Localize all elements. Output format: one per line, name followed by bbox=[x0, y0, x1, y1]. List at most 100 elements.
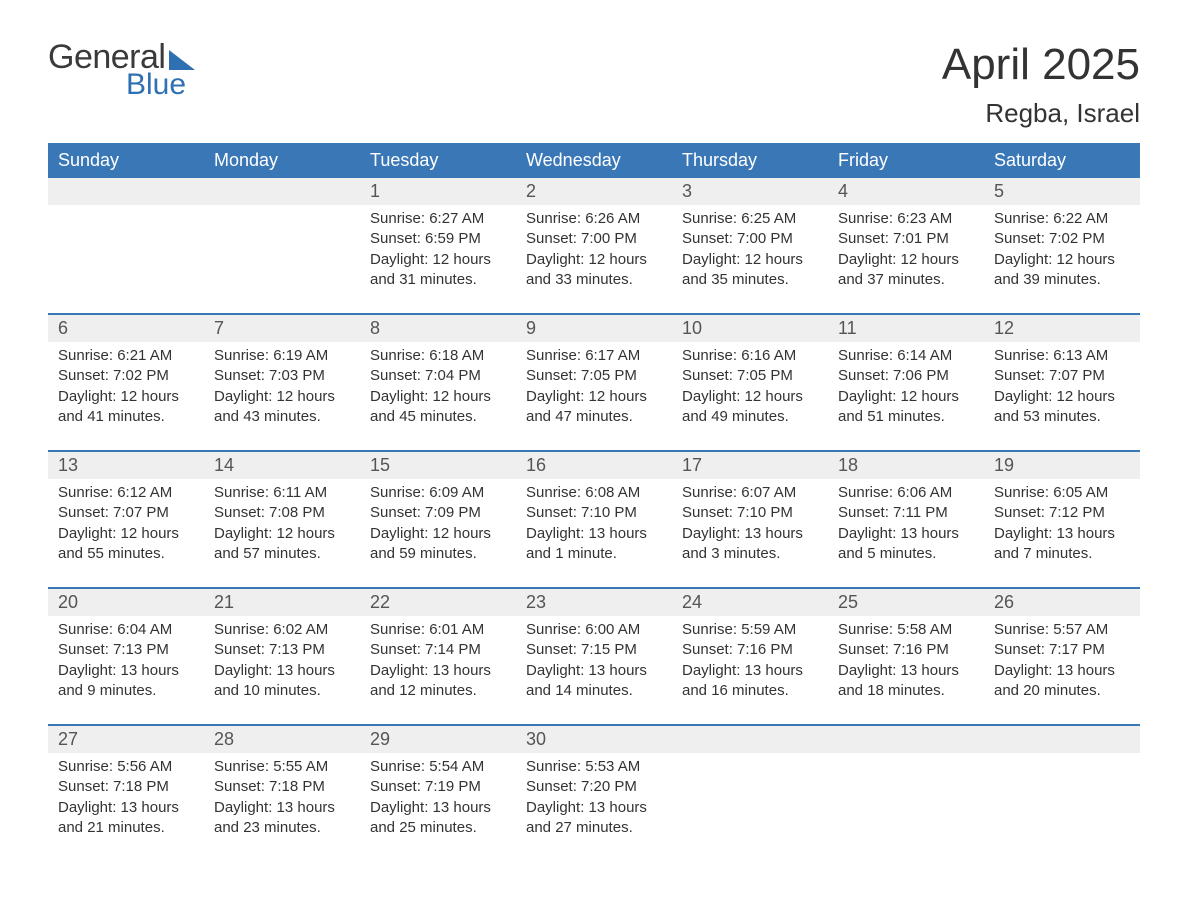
day-number: 12 bbox=[984, 315, 1140, 342]
weekday-sunday: Sunday bbox=[48, 143, 204, 178]
sunrise-text: Sunrise: 6:26 AM bbox=[526, 209, 662, 229]
sunset-text: Sunset: 7:07 PM bbox=[994, 366, 1130, 386]
daylight-text: Daylight: 12 hours and 43 minutes. bbox=[214, 387, 350, 428]
title-block: April 2025 Regba, Israel bbox=[942, 40, 1140, 129]
day-cell: Sunrise: 6:17 AMSunset: 7:05 PMDaylight:… bbox=[516, 342, 672, 450]
sunrise-text: Sunrise: 5:53 AM bbox=[526, 757, 662, 777]
daylight-text: Daylight: 12 hours and 59 minutes. bbox=[370, 524, 506, 565]
day-cell bbox=[204, 205, 360, 313]
sunrise-text: Sunrise: 6:22 AM bbox=[994, 209, 1130, 229]
day-number: 1 bbox=[360, 178, 516, 205]
sunrise-text: Sunrise: 6:12 AM bbox=[58, 483, 194, 503]
day-cell bbox=[828, 753, 984, 861]
sunset-text: Sunset: 7:19 PM bbox=[370, 777, 506, 797]
sunrise-text: Sunrise: 6:23 AM bbox=[838, 209, 974, 229]
daylight-text: Daylight: 13 hours and 9 minutes. bbox=[58, 661, 194, 702]
day-cell: Sunrise: 5:59 AMSunset: 7:16 PMDaylight:… bbox=[672, 616, 828, 724]
sunrise-text: Sunrise: 6:27 AM bbox=[370, 209, 506, 229]
sunrise-text: Sunrise: 6:13 AM bbox=[994, 346, 1130, 366]
sunset-text: Sunset: 7:00 PM bbox=[526, 229, 662, 249]
day-number: 20 bbox=[48, 589, 204, 616]
daynum-row: 6789101112 bbox=[48, 313, 1140, 342]
day-cell: Sunrise: 6:04 AMSunset: 7:13 PMDaylight:… bbox=[48, 616, 204, 724]
daylight-text: Daylight: 12 hours and 41 minutes. bbox=[58, 387, 194, 428]
weekday-header-row: SundayMondayTuesdayWednesdayThursdayFrid… bbox=[48, 143, 1140, 178]
weekday-thursday: Thursday bbox=[672, 143, 828, 178]
sunrise-text: Sunrise: 6:19 AM bbox=[214, 346, 350, 366]
day-cell: Sunrise: 6:25 AMSunset: 7:00 PMDaylight:… bbox=[672, 205, 828, 313]
day-number bbox=[672, 726, 828, 753]
day-cell: Sunrise: 5:53 AMSunset: 7:20 PMDaylight:… bbox=[516, 753, 672, 861]
day-cell: Sunrise: 6:05 AMSunset: 7:12 PMDaylight:… bbox=[984, 479, 1140, 587]
day-number: 27 bbox=[48, 726, 204, 753]
day-cell: Sunrise: 6:11 AMSunset: 7:08 PMDaylight:… bbox=[204, 479, 360, 587]
sunrise-text: Sunrise: 6:01 AM bbox=[370, 620, 506, 640]
day-number: 19 bbox=[984, 452, 1140, 479]
sunrise-text: Sunrise: 6:14 AM bbox=[838, 346, 974, 366]
day-cell: Sunrise: 6:21 AMSunset: 7:02 PMDaylight:… bbox=[48, 342, 204, 450]
sunset-text: Sunset: 7:01 PM bbox=[838, 229, 974, 249]
location-title: Regba, Israel bbox=[942, 98, 1140, 129]
day-number: 3 bbox=[672, 178, 828, 205]
page-header: General Blue April 2025 Regba, Israel bbox=[48, 40, 1140, 129]
day-cell: Sunrise: 5:54 AMSunset: 7:19 PMDaylight:… bbox=[360, 753, 516, 861]
daylight-text: Daylight: 12 hours and 47 minutes. bbox=[526, 387, 662, 428]
sunrise-text: Sunrise: 5:54 AM bbox=[370, 757, 506, 777]
daylight-text: Daylight: 13 hours and 12 minutes. bbox=[370, 661, 506, 702]
sunrise-text: Sunrise: 6:07 AM bbox=[682, 483, 818, 503]
day-number bbox=[204, 178, 360, 205]
day-number: 22 bbox=[360, 589, 516, 616]
month-title: April 2025 bbox=[942, 40, 1140, 90]
daylight-text: Daylight: 12 hours and 35 minutes. bbox=[682, 250, 818, 291]
sunrise-text: Sunrise: 5:59 AM bbox=[682, 620, 818, 640]
day-number: 4 bbox=[828, 178, 984, 205]
week-content-row: Sunrise: 6:12 AMSunset: 7:07 PMDaylight:… bbox=[48, 479, 1140, 587]
daylight-text: Daylight: 13 hours and 27 minutes. bbox=[526, 798, 662, 839]
sunset-text: Sunset: 7:10 PM bbox=[526, 503, 662, 523]
sunrise-text: Sunrise: 6:17 AM bbox=[526, 346, 662, 366]
sunset-text: Sunset: 7:16 PM bbox=[682, 640, 818, 660]
daylight-text: Daylight: 13 hours and 20 minutes. bbox=[994, 661, 1130, 702]
sunset-text: Sunset: 7:18 PM bbox=[58, 777, 194, 797]
daylight-text: Daylight: 13 hours and 18 minutes. bbox=[838, 661, 974, 702]
sunrise-text: Sunrise: 6:02 AM bbox=[214, 620, 350, 640]
weekday-friday: Friday bbox=[828, 143, 984, 178]
sunset-text: Sunset: 7:16 PM bbox=[838, 640, 974, 660]
day-cell: Sunrise: 6:02 AMSunset: 7:13 PMDaylight:… bbox=[204, 616, 360, 724]
day-number: 16 bbox=[516, 452, 672, 479]
weekday-saturday: Saturday bbox=[984, 143, 1140, 178]
day-number bbox=[48, 178, 204, 205]
daylight-text: Daylight: 13 hours and 10 minutes. bbox=[214, 661, 350, 702]
daynum-row: 27282930 bbox=[48, 724, 1140, 753]
sunset-text: Sunset: 7:02 PM bbox=[994, 229, 1130, 249]
sunrise-text: Sunrise: 5:57 AM bbox=[994, 620, 1130, 640]
day-cell: Sunrise: 6:07 AMSunset: 7:10 PMDaylight:… bbox=[672, 479, 828, 587]
sunset-text: Sunset: 7:08 PM bbox=[214, 503, 350, 523]
daylight-text: Daylight: 13 hours and 1 minute. bbox=[526, 524, 662, 565]
sunset-text: Sunset: 7:05 PM bbox=[682, 366, 818, 386]
day-cell: Sunrise: 6:01 AMSunset: 7:14 PMDaylight:… bbox=[360, 616, 516, 724]
week-content-row: Sunrise: 6:27 AMSunset: 6:59 PMDaylight:… bbox=[48, 205, 1140, 313]
day-number: 25 bbox=[828, 589, 984, 616]
sunset-text: Sunset: 7:10 PM bbox=[682, 503, 818, 523]
day-number: 14 bbox=[204, 452, 360, 479]
weekday-wednesday: Wednesday bbox=[516, 143, 672, 178]
daynum-row: 20212223242526 bbox=[48, 587, 1140, 616]
sunset-text: Sunset: 7:13 PM bbox=[58, 640, 194, 660]
daylight-text: Daylight: 12 hours and 55 minutes. bbox=[58, 524, 194, 565]
weekday-tuesday: Tuesday bbox=[360, 143, 516, 178]
weekday-monday: Monday bbox=[204, 143, 360, 178]
daylight-text: Daylight: 13 hours and 23 minutes. bbox=[214, 798, 350, 839]
day-number: 6 bbox=[48, 315, 204, 342]
day-cell bbox=[48, 205, 204, 313]
sunrise-text: Sunrise: 6:21 AM bbox=[58, 346, 194, 366]
day-cell: Sunrise: 6:18 AMSunset: 7:04 PMDaylight:… bbox=[360, 342, 516, 450]
sunset-text: Sunset: 7:09 PM bbox=[370, 503, 506, 523]
sunset-text: Sunset: 7:02 PM bbox=[58, 366, 194, 386]
day-cell: Sunrise: 6:22 AMSunset: 7:02 PMDaylight:… bbox=[984, 205, 1140, 313]
day-cell bbox=[672, 753, 828, 861]
sunset-text: Sunset: 7:05 PM bbox=[526, 366, 662, 386]
sunrise-text: Sunrise: 5:58 AM bbox=[838, 620, 974, 640]
daylight-text: Daylight: 12 hours and 33 minutes. bbox=[526, 250, 662, 291]
sunrise-text: Sunrise: 5:55 AM bbox=[214, 757, 350, 777]
